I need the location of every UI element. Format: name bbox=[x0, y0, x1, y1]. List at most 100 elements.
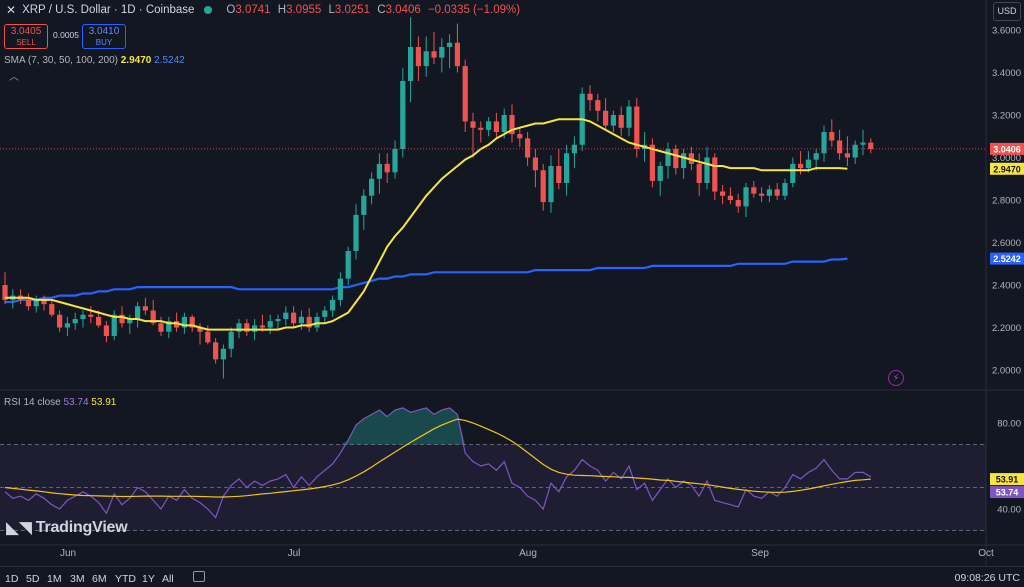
timeframe-6m[interactable]: 6M bbox=[92, 573, 107, 585]
sma-label: SMA (7, 30, 50, 100, 200) bbox=[4, 55, 118, 66]
candle-body bbox=[439, 47, 445, 58]
lightning-icon[interactable]: ⚡ bbox=[888, 370, 904, 386]
sma-long-series bbox=[5, 257, 848, 304]
sma-short-line bbox=[5, 118, 848, 331]
candle-body bbox=[478, 127, 484, 130]
brand-name: TradingView bbox=[35, 519, 128, 536]
sell-button[interactable]: 3.0405 SELL bbox=[4, 24, 48, 49]
timeframe-1m[interactable]: 1M bbox=[47, 573, 62, 585]
sell-label: SELL bbox=[16, 38, 36, 47]
candle-body bbox=[431, 51, 437, 58]
candle-body bbox=[610, 115, 616, 126]
calendar-icon[interactable] bbox=[193, 571, 205, 582]
candle-body bbox=[33, 299, 39, 307]
ohlc-key: H bbox=[277, 4, 287, 16]
candle-body bbox=[587, 93, 593, 101]
price-tick-label: 3.4000 bbox=[992, 68, 1021, 79]
rsi-legend[interactable]: RSI 14 close 53.74 53.91 bbox=[4, 397, 116, 408]
price-tick-label: 2.4000 bbox=[992, 281, 1021, 292]
candle-body bbox=[111, 314, 117, 336]
rsi-sma-value: 53.91 bbox=[91, 397, 117, 408]
candle-body bbox=[376, 163, 382, 179]
rsi-pane: 80.00 40.00 53.91 53.74 bbox=[0, 407, 1024, 531]
candle-body bbox=[150, 310, 156, 324]
ohlc-key: C bbox=[377, 4, 386, 16]
candle-body bbox=[712, 157, 718, 192]
candle-body bbox=[751, 187, 757, 194]
candle-body bbox=[361, 195, 367, 215]
candle-body bbox=[681, 153, 687, 169]
spread-value: 0.0005 bbox=[53, 30, 79, 40]
candle-body bbox=[369, 178, 375, 196]
candle-body bbox=[337, 278, 343, 300]
candle-body bbox=[103, 325, 109, 336]
price-tick-label: 3.2000 bbox=[992, 111, 1021, 122]
candles bbox=[2, 17, 874, 379]
sma-value-long: 2.5242 bbox=[154, 55, 185, 66]
candle-body bbox=[696, 163, 702, 183]
candle-body bbox=[64, 323, 70, 328]
timeframe-ytd[interactable]: YTD bbox=[115, 573, 136, 585]
utc-clock[interactable]: 09:08:26 UTC bbox=[954, 572, 1020, 584]
collapse-chevron-icon[interactable]: ︿ bbox=[9, 72, 19, 83]
timeframe-3m[interactable]: 3M bbox=[70, 573, 85, 585]
sma-long-tag: 2.5242 bbox=[993, 254, 1021, 264]
candle-body bbox=[197, 327, 203, 332]
candle-body bbox=[844, 153, 850, 158]
candle-body bbox=[798, 163, 804, 169]
ohlc-value: 3.0251 bbox=[334, 4, 371, 16]
rsi-sma-series bbox=[4, 418, 871, 498]
candle-body bbox=[330, 299, 336, 311]
candle-body bbox=[532, 157, 538, 171]
timeframe-1y[interactable]: 1Y bbox=[142, 573, 155, 585]
currency-button[interactable]: USD bbox=[993, 2, 1021, 21]
timeframe-all[interactable]: All bbox=[162, 573, 174, 585]
rsi-sma-tag-bg bbox=[990, 473, 1024, 486]
close-icon[interactable]: ✕ bbox=[6, 3, 17, 17]
timeframe-1d[interactable]: 1D bbox=[5, 573, 19, 585]
ohlc-value: 3.0955 bbox=[286, 4, 322, 16]
symbol-title[interactable]: XRP / U.S. Dollar · 1D · Coinbase bbox=[22, 4, 195, 16]
timeframe-5d[interactable]: 5D bbox=[26, 573, 40, 585]
sma-legend[interactable]: SMA (7, 30, 50, 100, 200) 2.9470 2.5242 bbox=[4, 55, 185, 66]
last-price-tag: 3.0406 bbox=[993, 144, 1021, 154]
candle-body bbox=[275, 319, 281, 322]
time-tick-label: Sep bbox=[751, 548, 769, 559]
candle-body bbox=[774, 189, 780, 196]
price-tick-label: 2.2000 bbox=[992, 323, 1021, 334]
candle-body bbox=[665, 149, 671, 166]
tradingview-mark-icon: ◣◥ bbox=[6, 518, 32, 537]
rsi-tick-label: 40.00 bbox=[997, 505, 1021, 516]
candle-body bbox=[626, 106, 632, 128]
candle-body bbox=[657, 166, 663, 181]
candle-body bbox=[2, 285, 8, 300]
live-status-icon bbox=[204, 6, 213, 14]
candle-body bbox=[486, 121, 492, 130]
candle-body bbox=[829, 132, 835, 141]
candle-body bbox=[57, 314, 63, 328]
rsi-value-tag: 53.74 bbox=[996, 488, 1019, 498]
price-tick-label: 2.0000 bbox=[992, 366, 1021, 377]
buy-button[interactable]: 3.0410 BUY bbox=[82, 24, 126, 49]
candle-body bbox=[252, 325, 258, 332]
candle-body bbox=[220, 348, 226, 360]
candle-body bbox=[142, 306, 148, 311]
ohlc-values: O3.0741 H3.0955 L3.0251 C3.0406 −0.0335 … bbox=[222, 4, 520, 16]
candle-body bbox=[392, 149, 398, 173]
candle-body bbox=[298, 316, 304, 324]
candle-body bbox=[766, 189, 772, 196]
candle-body bbox=[88, 314, 94, 317]
ohlc-value: 3.0406 bbox=[385, 4, 421, 16]
candle-body bbox=[259, 325, 265, 328]
candle-body bbox=[158, 323, 164, 332]
candle-body bbox=[80, 314, 86, 319]
ohlc-value: 3.0741 bbox=[235, 4, 271, 16]
candle-body bbox=[790, 163, 796, 183]
candle-body bbox=[127, 319, 133, 324]
candle-body bbox=[314, 316, 320, 328]
candle-body bbox=[415, 47, 421, 67]
candle-body bbox=[618, 115, 624, 128]
candle-body bbox=[673, 149, 679, 169]
candle-body bbox=[759, 193, 765, 196]
